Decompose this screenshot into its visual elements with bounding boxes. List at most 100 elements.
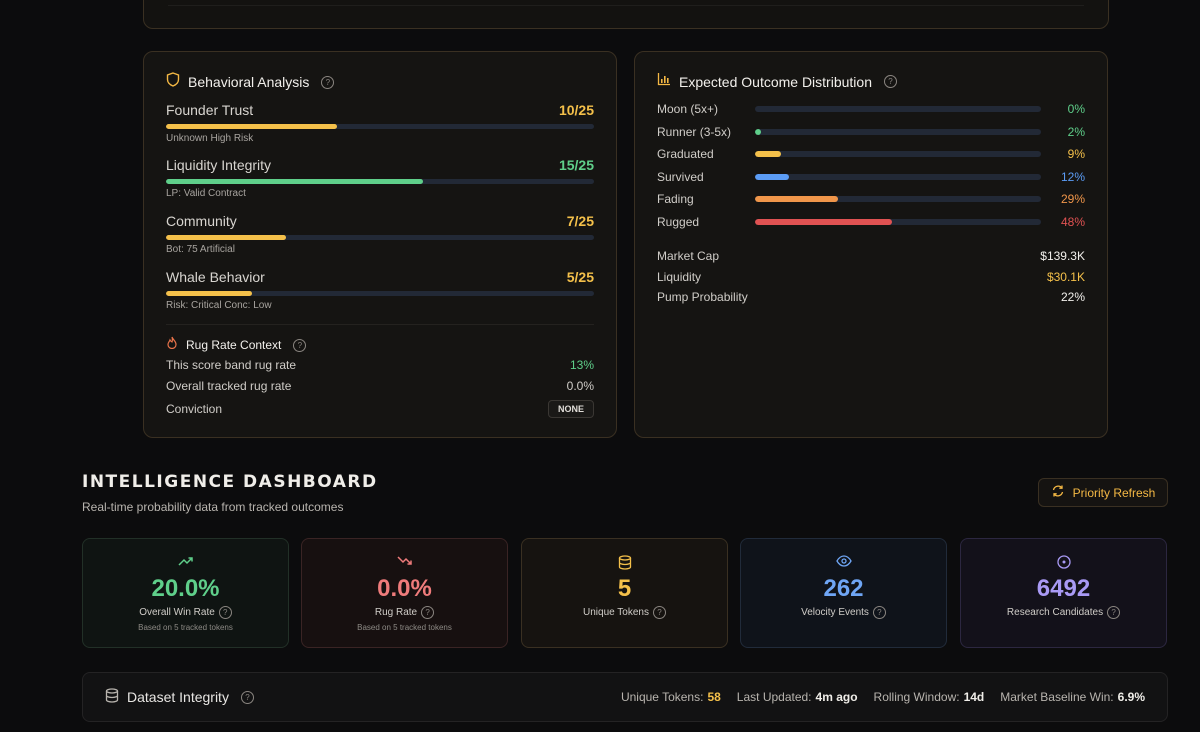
outcome-row-survived: Survived 12%	[657, 169, 1085, 185]
last-updated-stat: Last Updated: 4m ago	[737, 690, 858, 704]
help-icon[interactable]: ?	[872, 606, 886, 619]
conviction-badge: NONE	[547, 400, 594, 418]
pump-probability-row: Pump Probability 22%	[657, 290, 1085, 304]
outcome-bar	[755, 128, 1041, 135]
velocity-events-value: 262	[823, 575, 864, 602]
metric-bar	[166, 124, 594, 129]
outcome-bar-fill	[755, 219, 893, 225]
rolling-window-label: Rolling Window:	[873, 690, 960, 704]
liquidity-value: $30.1K	[1046, 270, 1085, 284]
market-baseline-label: Market Baseline Win:	[1000, 690, 1114, 704]
previous-panel	[143, 0, 1109, 29]
outcome-percent: 9%	[1067, 147, 1085, 162]
liquidity-label: Liquidity	[657, 270, 702, 284]
flame-icon	[166, 336, 178, 354]
metric-score: 7/25	[566, 213, 594, 229]
metric-bar	[166, 235, 594, 240]
overall-rug-rate-label: Overall tracked rug rate	[166, 379, 292, 393]
metric-community: Community 7/25 Bot: 75 Artificial	[166, 213, 594, 255]
priority-refresh-button[interactable]: Priority Refresh	[1038, 478, 1168, 507]
conviction-label: Conviction	[166, 402, 223, 416]
refresh-icon	[1051, 484, 1065, 501]
help-icon[interactable]: ?	[218, 606, 232, 619]
metric-bar	[166, 179, 594, 184]
help-icon[interactable]: ?	[883, 75, 897, 88]
outcome-label: Survived	[657, 169, 704, 184]
outcome-bar-fill	[755, 151, 781, 158]
metric-name: Liquidity Integrity	[166, 157, 272, 173]
metric-detail: Risk: Critical Conc: Low	[166, 300, 272, 311]
metric-score: 5/25	[566, 269, 594, 285]
overall-rug-rate-value: 0.0%	[566, 379, 594, 393]
rug-rate-label: Rug Rate	[374, 607, 418, 618]
help-icon[interactable]: ?	[321, 75, 335, 89]
metric-bar-fill	[166, 179, 423, 184]
outcome-row-moon: Moon (5x+) 0%	[657, 101, 1085, 117]
metric-detail: Unknown High Risk	[166, 133, 254, 144]
last-updated-label: Last Updated:	[736, 690, 812, 704]
outcome-row-runner: Runner (3-5x) 2%	[657, 124, 1085, 140]
metric-whale-behavior: Whale Behavior 5/25 Risk: Critical Conc: L…	[166, 269, 594, 311]
metric-bar-fill	[166, 124, 338, 129]
outcome-label: Graduated	[657, 147, 714, 162]
unique-tokens-label: Unique Tokens	[583, 607, 649, 618]
outcome-label: Moon (5x+)	[657, 102, 719, 116]
unique-tokens-stat-label: Unique Tokens:	[620, 690, 704, 704]
target-icon	[961, 555, 1166, 569]
bar-chart-icon	[657, 72, 671, 91]
metric-detail: Bot: 75 Artificial	[166, 244, 235, 255]
trending-down-icon	[302, 555, 507, 569]
research-candidates-label-row: Research Candidates?	[961, 606, 1166, 619]
help-icon[interactable]: ?	[652, 606, 666, 619]
last-updated-value: 4m ago	[815, 690, 858, 704]
metric-founder-trust: Founder Trust 10/25 Unknown High Risk	[166, 102, 594, 144]
outcome-distribution-panel: Expected Outcome Distribution ? Moon (5x…	[634, 51, 1108, 438]
metric-score: 10/25	[558, 102, 594, 118]
market-baseline-value: 6.9%	[1117, 690, 1145, 704]
section-subtitle: Real-time probability data from tracked …	[82, 500, 344, 514]
outcome-row-graduated: Graduated 9%	[657, 146, 1085, 162]
help-icon[interactable]: ?	[293, 338, 307, 352]
help-icon[interactable]: ?	[1107, 606, 1121, 619]
rug-rate-label-row: Rug Rate?	[302, 606, 507, 619]
research-candidates-card: 6492 Research Candidates?	[960, 538, 1167, 648]
shield-icon	[166, 72, 180, 92]
divider	[166, 324, 594, 325]
unique-tokens-value: 5	[617, 575, 632, 602]
velocity-events-label-row: Velocity Events?	[741, 606, 946, 619]
eye-icon	[741, 555, 946, 569]
unique-tokens-label-row: Unique Tokens?	[522, 606, 727, 619]
outcome-row-fading: Fading 29%	[657, 191, 1085, 207]
rolling-window-value: 14d	[963, 690, 985, 704]
panel-title: Expected Outcome Distribution	[679, 73, 872, 90]
metric-score: 15/25	[558, 157, 594, 173]
metric-liquidity-integrity: Liquidity Integrity 15/25 LP: Valid Contra…	[166, 157, 594, 199]
rug-rate-card: 0.0% Rug Rate? Based on 5 tracked tokens	[301, 538, 508, 648]
research-candidates-value: 6492	[1036, 575, 1091, 602]
help-icon[interactable]: ?	[240, 690, 254, 704]
metric-name: Community	[166, 213, 237, 229]
market-cap-row: Market Cap $139.3K	[657, 249, 1085, 263]
pump-probability-value: 22%	[1060, 290, 1085, 304]
metric-name: Founder Trust	[166, 102, 254, 118]
outcome-percent: 0%	[1067, 102, 1085, 116]
help-icon[interactable]: ?	[421, 606, 435, 619]
metric-name: Whale Behavior	[166, 269, 265, 285]
outcome-bar-fill	[755, 196, 838, 203]
rug-context-title: Rug Rate Context	[186, 338, 282, 352]
outcome-label: Fading	[657, 192, 694, 207]
overall-rug-rate-row: Overall tracked rug rate 0.0%	[166, 379, 594, 393]
win-rate-label: Overall Win Rate	[139, 607, 215, 618]
pump-probability-label: Pump Probability	[657, 290, 748, 304]
metric-bar-fill	[166, 291, 252, 296]
outcome-bar	[755, 151, 1041, 158]
band-rug-rate-value: 13%	[569, 358, 594, 372]
database-icon	[105, 688, 119, 706]
market-cap-value: $139.3K	[1040, 249, 1085, 263]
priority-refresh-label: Priority Refresh	[1072, 485, 1156, 500]
conviction-row: Conviction NONE	[166, 400, 594, 418]
dataset-integrity-title: Dataset Integrity	[127, 689, 229, 705]
rug-rate-value: 0.0%	[377, 575, 432, 602]
metric-detail: LP: Valid Contract	[166, 188, 246, 199]
band-rug-rate-row: This score band rug rate 13%	[166, 358, 594, 372]
